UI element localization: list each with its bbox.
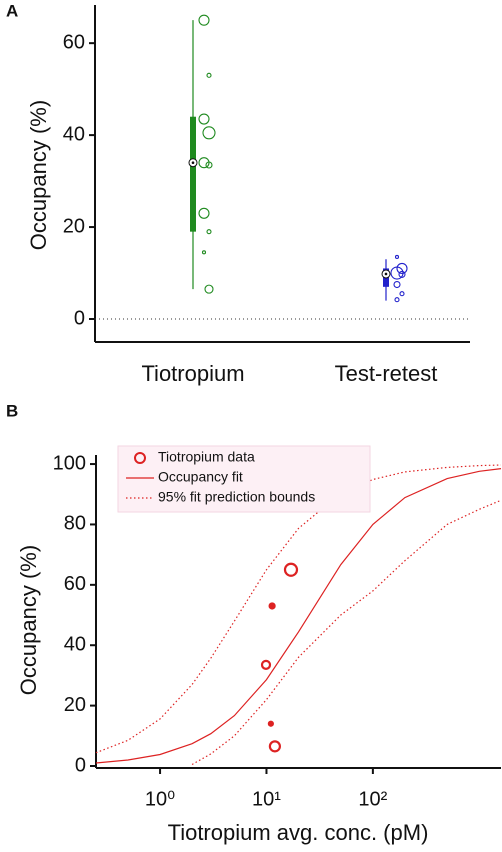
data-point [204, 284, 214, 294]
x-tick-label: 10¹ [252, 788, 281, 810]
box [190, 116, 196, 232]
data-point [206, 229, 212, 235]
panel-label: B [6, 401, 18, 420]
panel-label: A [6, 1, 18, 20]
y-tick-label: 40 [64, 634, 86, 656]
legend-label: Tiotropium data [158, 449, 255, 465]
data-point [283, 562, 299, 577]
median-dot [191, 161, 195, 164]
y-tick-label: 40 [63, 123, 85, 145]
legend-label: 95% fit prediction bounds [158, 489, 315, 505]
data-point [394, 297, 400, 303]
data-point [394, 254, 400, 259]
data-point [267, 720, 274, 727]
y-axis-label: Occupancy (%) [26, 100, 51, 250]
data-point [268, 740, 281, 753]
data-point [202, 126, 216, 140]
fit-line [95, 468, 502, 764]
data-point [268, 602, 276, 610]
y-tick-label: 100 [53, 452, 86, 474]
x-tick-label: Test-retest [335, 361, 438, 386]
x-tick-label: Tiotropium [141, 361, 244, 386]
data-point [206, 72, 212, 78]
data-point [393, 280, 401, 289]
y-tick-label: 0 [75, 754, 86, 776]
data-point [396, 262, 408, 274]
data-point [198, 207, 210, 219]
y-tick-label: 0 [74, 307, 85, 329]
x-axis-label: Tiotropium avg. conc. (pM) [168, 820, 429, 845]
y-tick-label: 20 [64, 694, 86, 716]
y-tick-label: 80 [64, 513, 86, 535]
legend-box [117, 445, 371, 513]
y-axis-label: Occupancy (%) [16, 545, 41, 695]
data-point [198, 113, 210, 125]
data-point [260, 659, 272, 670]
data-point [205, 161, 213, 169]
data-point [399, 291, 405, 297]
bound-line [191, 499, 502, 766]
data-point [198, 14, 210, 26]
data-point [198, 157, 210, 169]
legend-marker [134, 452, 146, 464]
median-dot [384, 272, 388, 276]
bound-line [95, 464, 502, 754]
y-tick-label: 60 [63, 31, 85, 53]
y-tick-label: 20 [63, 215, 85, 237]
x-tick-label: 10² [358, 788, 387, 810]
y-tick-label: 60 [64, 573, 86, 595]
legend-label: Occupancy fit [158, 469, 243, 485]
x-tick-label: 10⁰ [145, 788, 175, 810]
data-point [390, 266, 404, 280]
data-point [201, 250, 207, 255]
data-point [398, 270, 406, 278]
